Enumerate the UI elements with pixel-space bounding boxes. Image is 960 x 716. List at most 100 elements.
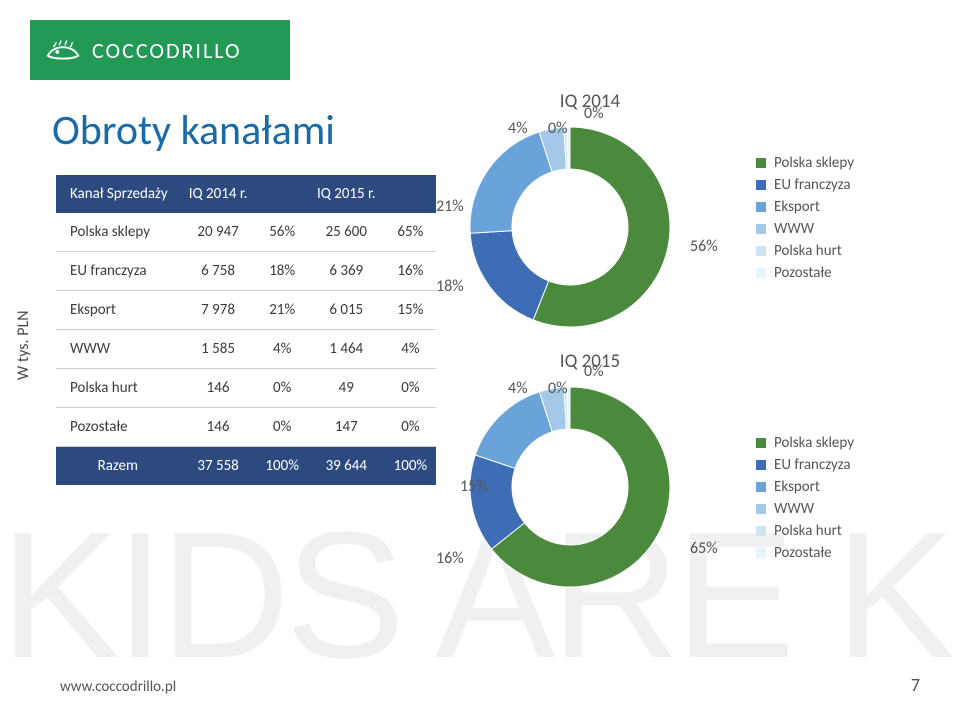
legend-item: Pozostałe: [756, 264, 854, 282]
table-cell: 56%: [257, 213, 308, 252]
legend-swatch: [756, 504, 766, 514]
legend-label: EU franczyza: [774, 176, 851, 194]
table-row: EU franczyza6 75818%6 36916%: [56, 252, 436, 291]
donut-slice-label: 0%: [548, 119, 568, 138]
table-cell: 146: [180, 369, 257, 408]
table-cell: EU franczyza: [56, 252, 180, 291]
table-cell: 25 600: [308, 213, 385, 252]
brand-logo-bar: COCCODRILLO: [30, 20, 290, 80]
legend-label: Polska sklepy: [774, 154, 854, 172]
table-header-row: Kanał SprzedażyIQ 2014 r. IQ 2015 r.: [56, 175, 436, 213]
table-cell: 4%: [385, 330, 436, 369]
legend-item: Eksport: [756, 478, 854, 496]
donut-slice-label: 16%: [436, 549, 464, 568]
table-col-header: Kanał Sprzedaży: [56, 175, 180, 213]
legend-item: EU franczyza: [756, 176, 854, 194]
table-footer-cell: 37 558: [180, 447, 257, 486]
legend-item: EU franczyza: [756, 456, 854, 474]
legend-item: Polska hurt: [756, 522, 854, 540]
donut-slice-label: 4%: [508, 379, 528, 398]
croc-icon: [44, 31, 82, 69]
legend-swatch: [756, 180, 766, 190]
legend-item: Pozostałe: [756, 544, 854, 562]
legend-label: Polska hurt: [774, 522, 842, 540]
donut-slice-label: 0%: [584, 104, 604, 123]
donut-slice-label: 56%: [690, 237, 718, 256]
legend-2014: Polska sklepy EU franczyza Eksport WWW Polsk…: [756, 150, 854, 286]
legend-swatch: [756, 438, 766, 448]
legend-item: WWW: [756, 500, 854, 518]
sales-channel-table: Kanał SprzedażyIQ 2014 r. IQ 2015 r. Pols…: [56, 175, 436, 485]
donut-slice-label: 15%: [460, 477, 488, 496]
table-cell: 147: [308, 408, 385, 447]
table-cell: 65%: [385, 213, 436, 252]
donut-slice-label: 18%: [436, 277, 464, 296]
table-cell: 6 369: [308, 252, 385, 291]
table-cell: Pozostałe: [56, 408, 180, 447]
table-row: Pozostałe1460%1470%: [56, 408, 436, 447]
table-cell: Polska hurt: [56, 369, 180, 408]
legend-swatch: [756, 224, 766, 234]
legend-item: Eksport: [756, 198, 854, 216]
table-footer-row: Razem37 558100%39 644100%: [56, 447, 436, 486]
table-cell: Polska sklepy: [56, 213, 180, 252]
legend-swatch: [756, 268, 766, 278]
y-axis-label: W tys. PLN: [14, 310, 33, 380]
legend-item: Polska hurt: [756, 242, 854, 260]
donut-slice: [475, 392, 552, 469]
legend-label: EU franczyza: [774, 456, 851, 474]
brand-name: COCCODRILLO: [92, 37, 242, 64]
table-col-header: IQ 2014 r.: [180, 175, 257, 213]
legend-item: Polska sklepy: [756, 434, 854, 452]
table-cell: 6 015: [308, 291, 385, 330]
table-row: WWW1 5854%1 4644%: [56, 330, 436, 369]
table-cell: WWW: [56, 330, 180, 369]
donut-slice-label: 21%: [436, 197, 464, 216]
table-col-header: IQ 2015 r.: [308, 175, 385, 213]
legend-item: Polska sklepy: [756, 154, 854, 172]
legend-label: Pozostałe: [774, 264, 832, 282]
table-row: Eksport7 97821%6 01515%: [56, 291, 436, 330]
legend-2015: Polska sklepy EU franczyza Eksport WWW Polsk…: [756, 430, 854, 566]
table-cell: 0%: [385, 369, 436, 408]
table-cell: 21%: [257, 291, 308, 330]
legend-swatch: [756, 202, 766, 212]
legend-label: Polska sklepy: [774, 434, 854, 452]
legend-swatch: [756, 246, 766, 256]
donut-slice-label: 65%: [690, 539, 718, 558]
legend-swatch: [756, 482, 766, 492]
table-col-header: [385, 175, 436, 213]
table-cell: 1 585: [180, 330, 257, 369]
donut-chart-2015: 65%16%15%4%0%0%: [460, 377, 720, 597]
table-cell: 7 978: [180, 291, 257, 330]
table-cell: 0%: [257, 369, 308, 408]
table-cell: 0%: [385, 408, 436, 447]
table-row: Polska sklepy20 94756%25 60065%: [56, 213, 436, 252]
page-number: 7: [911, 674, 920, 696]
legend-swatch: [756, 158, 766, 168]
table-footer-cell: 39 644: [308, 447, 385, 486]
donut-slice-label: 0%: [548, 379, 568, 398]
legend-label: Pozostałe: [774, 544, 832, 562]
legend-swatch: [756, 460, 766, 470]
table-cell: 16%: [385, 252, 436, 291]
donut-chart-2014: 56%18%21%4%0%0%: [460, 117, 720, 337]
table-cell: 20 947: [180, 213, 257, 252]
legend-label: Eksport: [774, 198, 820, 216]
table-cell: 4%: [257, 330, 308, 369]
legend-label: Eksport: [774, 478, 820, 496]
donut-slice-label: 4%: [508, 119, 528, 138]
table-cell: 15%: [385, 291, 436, 330]
footer-url: www.coccodrillo.pl: [60, 678, 176, 696]
table-cell: Eksport: [56, 291, 180, 330]
table-col-header: [257, 175, 308, 213]
legend-item: WWW: [756, 220, 854, 238]
table-cell: 49: [308, 369, 385, 408]
page-title: Obroty kanałami: [52, 105, 335, 156]
legend-label: WWW: [774, 500, 814, 518]
donut-slice-label: 0%: [584, 362, 604, 381]
donut-slice: [470, 132, 552, 233]
table-cell: 146: [180, 408, 257, 447]
legend-swatch: [756, 526, 766, 536]
legend-label: Polska hurt: [774, 242, 842, 260]
